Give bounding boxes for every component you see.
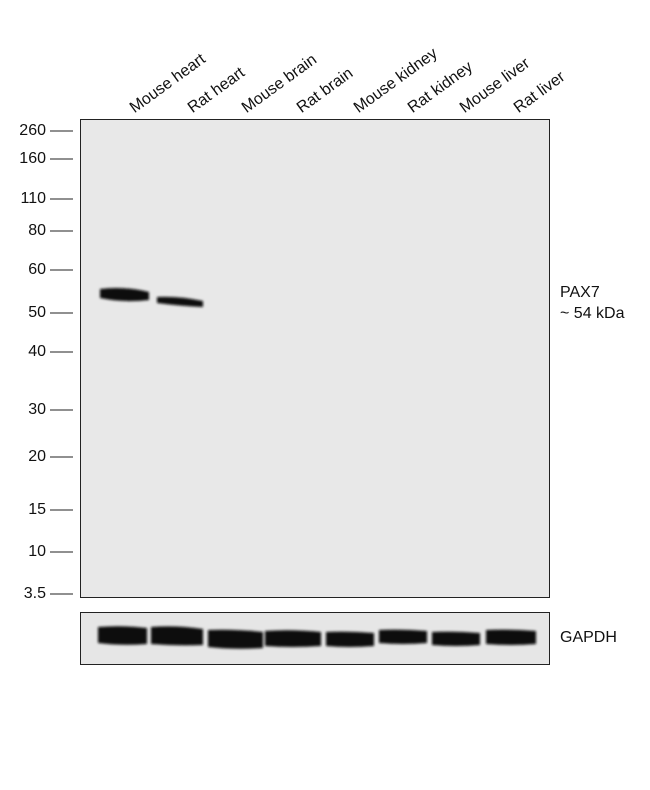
target-name: PAX7 xyxy=(560,284,600,301)
band xyxy=(100,288,149,302)
marker-label: 60 xyxy=(28,261,46,278)
marker-label: 40 xyxy=(28,343,46,360)
marker-label: 160 xyxy=(19,150,46,167)
band xyxy=(326,631,374,647)
band xyxy=(151,626,203,646)
band xyxy=(379,629,427,644)
marker-label: 80 xyxy=(28,222,46,239)
loading-control-label: GAPDH xyxy=(560,629,617,646)
marker-label: 20 xyxy=(28,448,46,465)
marker-label: 110 xyxy=(20,190,46,207)
marker-label: 10 xyxy=(28,543,46,560)
band xyxy=(98,626,147,645)
main-blot xyxy=(80,119,550,598)
marker-label: 3.5 xyxy=(24,585,46,602)
band xyxy=(432,631,480,646)
marker-ladder: 260 160 110 80 60 50 40 30 20 15 10 3.5 xyxy=(19,122,73,602)
band xyxy=(486,629,536,645)
band xyxy=(265,630,321,647)
marker-label: 50 xyxy=(28,304,46,321)
marker-label: 30 xyxy=(28,401,46,418)
band xyxy=(157,296,203,307)
target-size: ~ 54 kDa xyxy=(560,305,625,322)
marker-label: 260 xyxy=(19,122,46,139)
band xyxy=(208,629,263,649)
marker-label: 15 xyxy=(28,501,46,518)
